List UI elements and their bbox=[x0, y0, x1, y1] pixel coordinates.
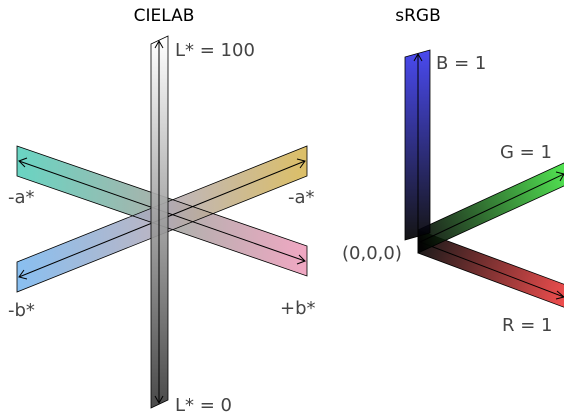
l-max-label: L* = 100 bbox=[175, 40, 255, 61]
g-axis-arrowhead bbox=[555, 171, 564, 182]
b-label: B = 1 bbox=[436, 53, 486, 74]
b-to-a-band-outline bbox=[16, 145, 308, 293]
b-axis-arrowhead-left bbox=[18, 269, 28, 280]
pos-b-label: +b* bbox=[280, 298, 316, 319]
cielab-title: CIELAB bbox=[134, 6, 195, 26]
srgb-title: sRGB bbox=[395, 6, 441, 26]
srgb-diagram: B = 1 G = 1 (0,0,0) R = 1 bbox=[342, 49, 564, 336]
g-axis-arrow-line bbox=[419, 173, 564, 243]
g-axis-band bbox=[418, 162, 564, 253]
g-label: G = 1 bbox=[500, 142, 552, 163]
a-axis-arrowhead-right bbox=[296, 254, 306, 265]
neg-a-left-label: -a* bbox=[8, 187, 35, 208]
blue-axis-arrowhead bbox=[413, 52, 423, 62]
r-axis-arrowhead bbox=[555, 290, 564, 300]
origin-label: (0,0,0) bbox=[342, 243, 402, 264]
neg-b-label: -b* bbox=[8, 300, 35, 321]
l-axis-band-outline bbox=[150, 35, 169, 409]
neg-a-right-label: -a* bbox=[288, 187, 315, 208]
b-axis-arrowhead-right bbox=[296, 158, 306, 169]
cielab-diagram: L* = 100 L* = 0 -a* -a* -b* +b* bbox=[8, 35, 316, 416]
l-axis-arrowhead-top bbox=[154, 39, 164, 49]
a-to-b-band-outline bbox=[16, 145, 308, 277]
l-min-label: L* = 0 bbox=[175, 395, 232, 416]
l-axis-arrowhead-bottom bbox=[154, 395, 164, 405]
a-axis-arrowhead-left bbox=[18, 157, 28, 168]
r-axis-arrow-line bbox=[419, 241, 564, 298]
r-label: R = 1 bbox=[502, 315, 552, 336]
